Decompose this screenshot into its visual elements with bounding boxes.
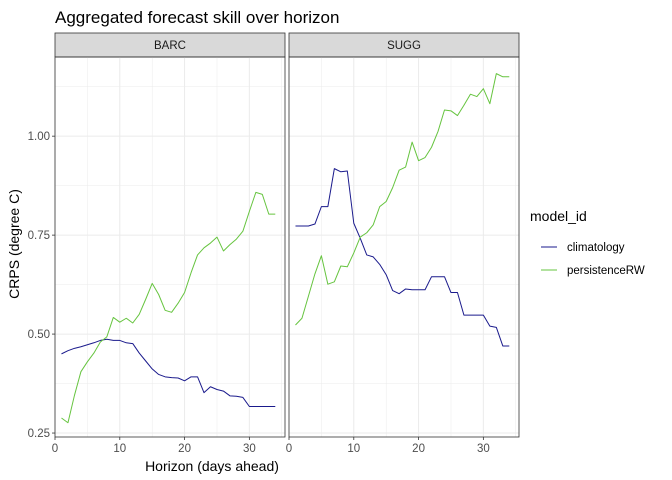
panel-strip-label: BARC [154, 40, 186, 52]
x-tick-label: 30 [477, 443, 490, 455]
panel-strip-label: SUGG [387, 40, 421, 52]
x-tick-label: 20 [412, 443, 425, 455]
legend-label-persistenceRW: persistenceRW [567, 265, 645, 277]
x-tick-label: 20 [178, 443, 191, 455]
x-tick-label: 0 [52, 443, 58, 455]
y-tick-label: 0.75 [28, 230, 50, 242]
y-tick-label: 1.00 [28, 131, 50, 143]
x-tick-label: 0 [286, 443, 292, 455]
x-axis-title: Horizon (days ahead) [145, 458, 279, 474]
legend-title: model_id [530, 208, 587, 224]
y-tick-label: 0.50 [28, 329, 50, 341]
x-tick-label: 10 [347, 443, 360, 455]
x-tick-label: 10 [113, 443, 126, 455]
chart-title: Aggregated forecast skill over horizon [55, 8, 339, 27]
legend-label-climatology: climatology [567, 242, 625, 254]
y-tick-label: 0.25 [28, 428, 50, 440]
x-tick-label: 30 [243, 443, 256, 455]
y-axis-title: CRPS (degree C) [6, 189, 22, 299]
